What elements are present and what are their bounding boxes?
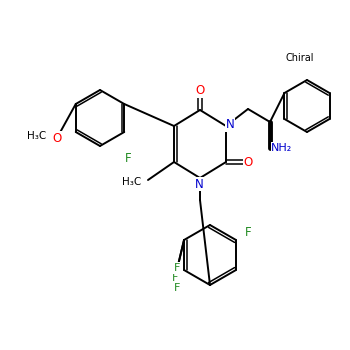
Text: F: F bbox=[174, 263, 180, 273]
Text: N: N bbox=[226, 119, 234, 132]
Text: F: F bbox=[245, 225, 251, 238]
Text: N: N bbox=[195, 177, 203, 190]
Text: F: F bbox=[125, 152, 131, 164]
Text: H₃C: H₃C bbox=[27, 131, 47, 141]
Text: NH₂: NH₂ bbox=[271, 143, 293, 153]
Text: O: O bbox=[243, 155, 253, 168]
Text: F: F bbox=[172, 273, 178, 283]
Text: Chiral: Chiral bbox=[286, 53, 314, 63]
Text: O: O bbox=[52, 132, 62, 145]
Text: H₃C: H₃C bbox=[122, 177, 142, 187]
Text: O: O bbox=[195, 84, 205, 98]
Text: F: F bbox=[174, 283, 180, 293]
